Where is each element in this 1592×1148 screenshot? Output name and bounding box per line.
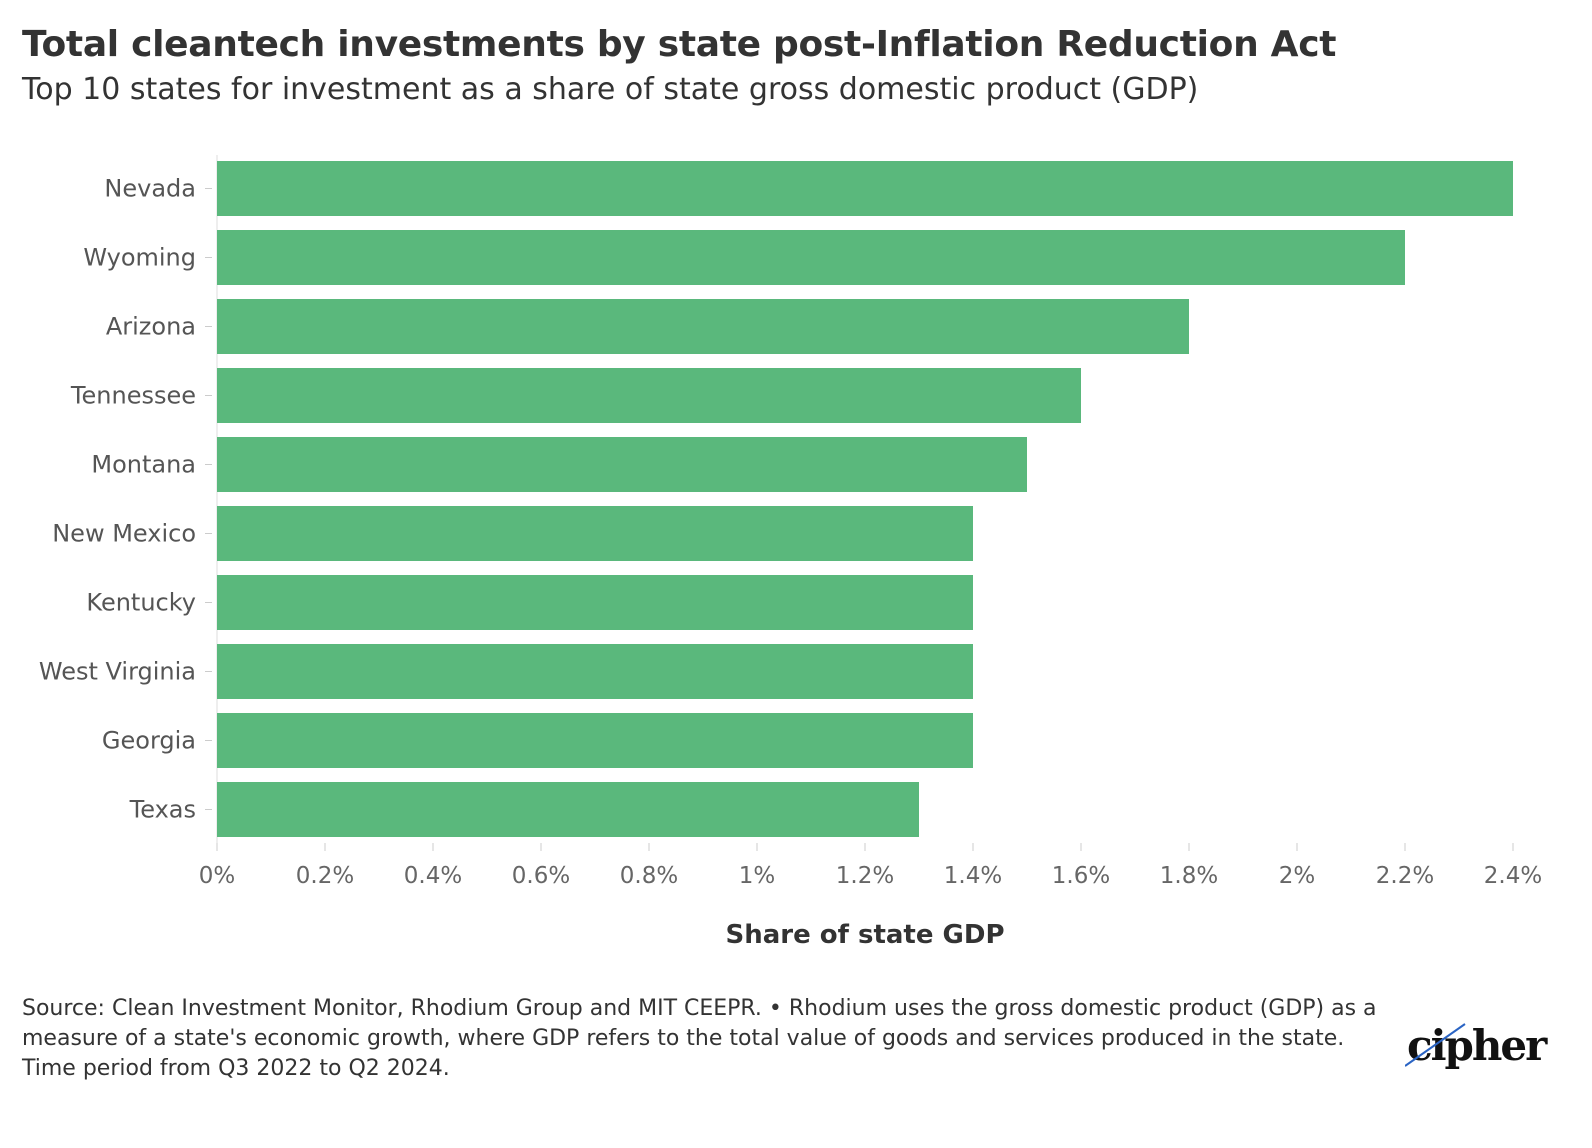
x-tick-label: 1.8%: [1160, 863, 1218, 889]
cipher-logo: cipher: [1405, 1021, 1550, 1070]
x-tick-label: 2.4%: [1484, 863, 1542, 889]
category-label: Montana: [91, 451, 196, 479]
svg-text:cipher: cipher: [1407, 1021, 1548, 1070]
x-tick-label: 1.2%: [836, 863, 894, 889]
chart-title: Total cleantech investments by state pos…: [22, 24, 1337, 65]
x-tick-label: 1.6%: [1052, 863, 1110, 889]
chart-subtitle: Top 10 states for investment as a share …: [22, 72, 1199, 107]
category-label: Nevada: [104, 175, 196, 203]
x-tick-label: 0.4%: [404, 863, 462, 889]
x-tick-label: 0.6%: [512, 863, 570, 889]
category-label: Tennessee: [70, 382, 196, 410]
x-tick-label: 0.2%: [296, 863, 354, 889]
category-label: Wyoming: [83, 244, 196, 272]
x-tick-label: 1%: [739, 863, 776, 889]
x-tick-label: 0.8%: [620, 863, 678, 889]
x-tick-label: 2.2%: [1376, 863, 1434, 889]
bar-arizona: [217, 299, 1189, 354]
bar-texas: [217, 782, 919, 837]
category-label: Texas: [129, 796, 196, 824]
bar-wyoming: [217, 230, 1405, 285]
x-tick-label: 1.4%: [944, 863, 1002, 889]
category-label: West Virginia: [39, 658, 196, 686]
bar-nevada: [217, 161, 1513, 216]
x-tick-label: 0%: [199, 863, 236, 889]
x-tick-label: 2%: [1279, 863, 1316, 889]
bar-kentucky: [217, 575, 973, 630]
category-label: Georgia: [102, 727, 196, 755]
bar-west-virginia: [217, 644, 973, 699]
bar-new-mexico: [217, 506, 973, 561]
bar-tennessee: [217, 368, 1081, 423]
category-label: New Mexico: [52, 520, 196, 548]
source-note: Source: Clean Investment Monitor, Rhodiu…: [22, 996, 1377, 1051]
category-label: Kentucky: [86, 589, 196, 617]
x-axis-label: Share of state GDP: [725, 920, 1004, 950]
bar-georgia: [217, 713, 973, 768]
footnotes: Source: Clean Investment Monitor, Rhodiu…: [22, 994, 1392, 1084]
bar-chart: Nevada Wyoming Arizona Tennessee Montana New …: [39, 155, 1542, 950]
time-period-note: Time period from Q3 2022 to Q2 2024.: [22, 1056, 450, 1081]
bar-montana: [217, 437, 1027, 492]
category-label: Arizona: [106, 313, 196, 341]
